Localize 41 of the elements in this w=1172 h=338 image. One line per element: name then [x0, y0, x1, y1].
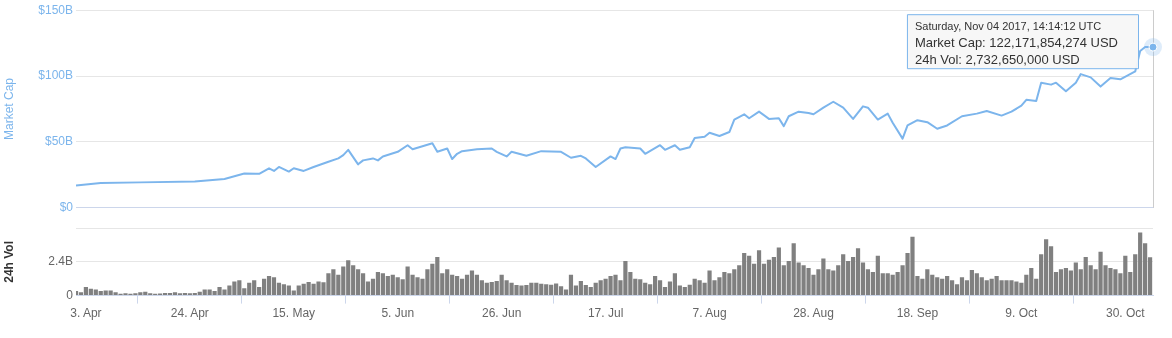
y-tick-label: 2.4B [48, 254, 73, 269]
x-tick-label: 3. Apr [70, 306, 102, 321]
x-tick-label: 18. Sep [896, 306, 939, 321]
x-tick-label: 24. Apr [170, 306, 209, 321]
annotation: Saturday, Nov 04 2017, 14:14:12 UTC Market Cap: 122,171,854,274 USD 24h Vol: 2,732,650,000 USD [914, 20, 1119, 68]
bar [375, 272, 381, 296]
x-tick-label: 26. Jun [481, 306, 522, 321]
bar [360, 273, 366, 296]
x-tick-label: 17. Jul [587, 306, 624, 321]
x-tick-label: 15. May [272, 306, 316, 321]
bar [172, 292, 178, 296]
y-tick-label: $0 [59, 200, 74, 215]
bar [959, 277, 965, 296]
bar [464, 274, 470, 296]
bar [855, 248, 861, 296]
bar [261, 278, 267, 296]
bar [568, 274, 574, 296]
bar [1063, 267, 1069, 296]
bar [766, 259, 772, 296]
bar [1058, 269, 1064, 296]
bar [672, 273, 678, 296]
bar [756, 250, 762, 296]
y-tick-label: 0 [66, 287, 74, 302]
y-tick-label: $150B [38, 2, 73, 17]
y-axis-title: 24h Vol [1, 241, 16, 283]
bar [271, 277, 277, 296]
y-tick-label: $50B [44, 134, 73, 149]
x-tick-label: 7. Aug [692, 306, 727, 321]
bar [459, 278, 465, 296]
bar [474, 274, 480, 296]
bar [657, 280, 663, 296]
x-tick-label: 28. Aug [793, 306, 834, 321]
x-tick-label: 9. Oct [1005, 306, 1039, 321]
bar [469, 270, 475, 296]
bar [558, 286, 564, 296]
y-axis-title: Market Cap [1, 77, 16, 141]
bar [266, 276, 272, 296]
x-tick-label: 30. Oct [1105, 306, 1146, 321]
x-tick-label: 5. Jun [381, 306, 415, 321]
y-tick-label: $100B [38, 68, 73, 83]
bar [949, 280, 955, 296]
